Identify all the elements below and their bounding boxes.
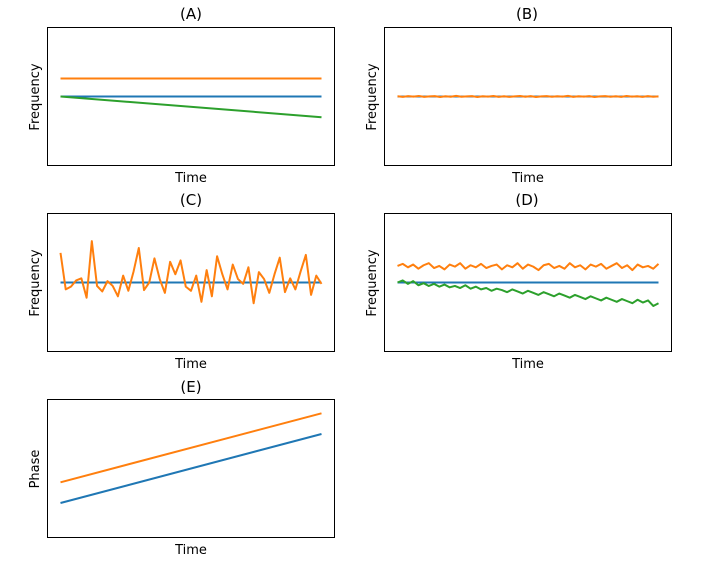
panel-e-series-1-line — [60, 433, 322, 504]
panel-a-xlabel: Time — [174, 171, 207, 186]
panel-b-plot-area — [397, 94, 659, 99]
panel-e: (E) Time Phase — [28, 378, 335, 558]
panel-d-xlabel: Time — [511, 357, 544, 372]
panel-a-plot-area — [60, 77, 322, 119]
panel-d-title: (D) — [515, 191, 538, 209]
panel-e-title: (E) — [180, 378, 201, 396]
panel-b-ylabel: Frequency — [365, 63, 380, 130]
panel-e-xlabel: Time — [174, 543, 207, 558]
panel-c-plot-area — [59, 240, 323, 305]
panel-a-ylabel: Frequency — [28, 63, 43, 130]
panel-b-title: (B) — [516, 5, 538, 23]
panel-a: (A) Time Frequency — [28, 5, 335, 186]
panel-a-axes-frame — [47, 27, 335, 166]
panel-d-series-2-line — [397, 262, 660, 272]
panel-a-title: (A) — [180, 5, 202, 23]
panel-b: (B) Time Frequency — [365, 5, 672, 186]
panel-c-ylabel: Frequency — [28, 249, 43, 316]
panel-e-axes-frame — [47, 399, 335, 538]
panel-c-title: (C) — [180, 191, 202, 209]
panel-c-series-2-line — [59, 240, 323, 305]
panel-c: (C) Time Frequency — [28, 191, 335, 372]
panel-d-plot-area — [397, 262, 660, 307]
panel-b-axes-frame — [384, 27, 672, 166]
panel-e-ylabel: Phase — [28, 450, 43, 489]
panel-a-series-3-line — [60, 95, 322, 119]
panel-d: (D) Time Frequency — [365, 191, 672, 372]
panel-b-xlabel: Time — [511, 171, 544, 186]
panel-e-plot-area — [60, 412, 322, 504]
panel-d-series-3-line — [397, 279, 659, 307]
panel-e-series-2-line — [60, 412, 322, 484]
panel-d-axes-frame — [384, 213, 672, 352]
panel-b-series-2-line — [397, 94, 659, 99]
panel-c-xlabel: Time — [174, 357, 207, 372]
panel-c-axes-frame — [47, 213, 335, 352]
panel-d-ylabel: Frequency — [365, 249, 380, 316]
